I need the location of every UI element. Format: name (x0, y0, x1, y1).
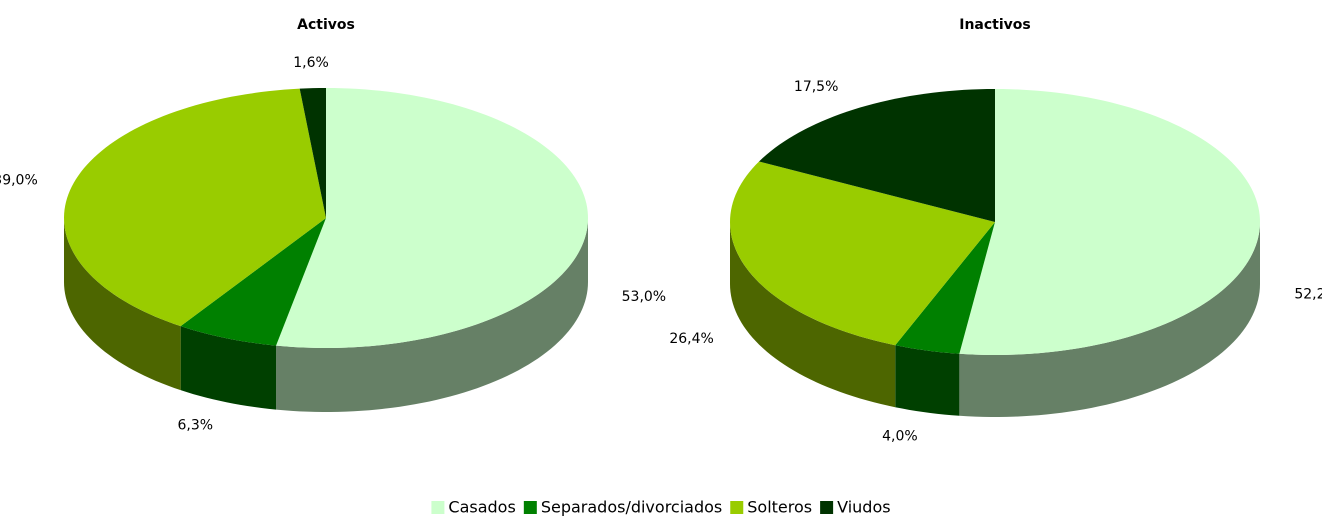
legend-label: Solteros (747, 498, 812, 517)
data-label: 52,2% (1294, 287, 1322, 303)
data-label: 17,5% (794, 79, 838, 95)
data-label: 6,3% (178, 417, 214, 433)
legend-label: Separados/divorciados (541, 498, 722, 517)
pie-slice (64, 88, 326, 327)
data-label: 53,0% (622, 289, 666, 305)
pie-slice (299, 88, 326, 218)
data-label: 4,0% (882, 429, 918, 445)
pie-slice (895, 222, 995, 354)
data-label: 26,4% (669, 331, 713, 347)
pie-side (730, 222, 896, 408)
pie-side (64, 218, 181, 391)
pie-slice (180, 218, 326, 346)
legend-swatch (820, 501, 834, 514)
legend-swatch (730, 501, 744, 514)
chart-title: Activos (297, 17, 355, 33)
data-label: 1,6% (293, 55, 329, 71)
legend-swatch (431, 501, 445, 514)
pie-side (959, 222, 1260, 417)
legend-label: Casados (448, 498, 515, 517)
pie-side (180, 326, 277, 410)
legend-swatch (523, 501, 537, 514)
pie-side (276, 218, 588, 412)
chart-title: Inactivos (959, 17, 1031, 33)
pie-slice (959, 89, 1260, 355)
data-label: 39,0% (0, 173, 38, 189)
legend-label: Viudos (837, 498, 890, 517)
pie-slice (759, 89, 995, 222)
pie-side (895, 345, 960, 416)
pie-slice (730, 161, 995, 346)
pie-slice (276, 88, 588, 348)
